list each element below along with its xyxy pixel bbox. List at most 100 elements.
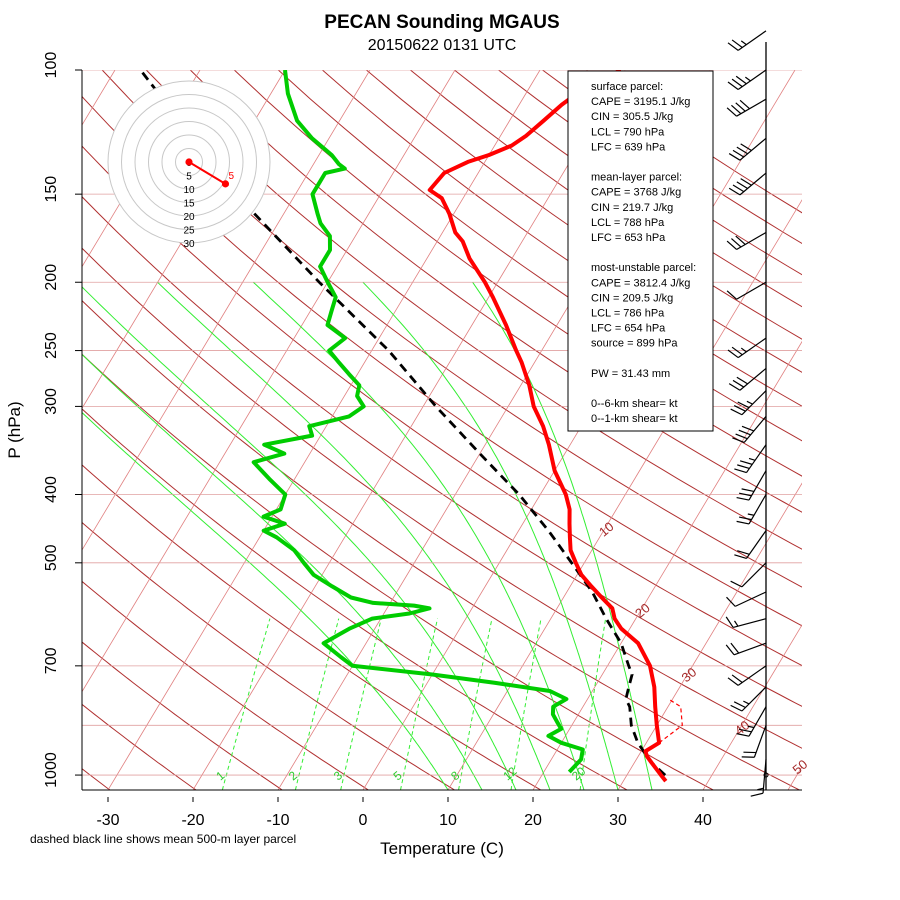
wind-barb-flag [732,437,745,444]
wind-barb [730,686,767,712]
info-line: mean-layer parcel: [591,172,682,184]
mixing-ratio-label: 1 [213,768,227,783]
wind-barb [734,444,767,474]
moist-adiabat [252,281,585,790]
footnote: dashed black line shows mean 500-m layer… [30,832,296,846]
isotherm [873,70,900,790]
wind-barb-flag [738,429,751,436]
wind-barb-flag [741,425,755,432]
y-tick-label: 700 [43,647,60,674]
dry-adiabat [82,196,802,707]
parcel-info-box: surface parcel: CAPE = 3195.1 J/kg CIN = 3… [567,70,714,432]
wind-barb [726,591,767,607]
dry-adiabat [82,703,197,790]
dry-adiabat [233,70,802,477]
moist-adiabat [82,411,449,790]
dry-adiabat [82,247,802,749]
wind-barb-flag [736,496,750,501]
dry-adiabat [82,641,283,790]
wind-barbs [725,30,769,797]
wind-barb-flag [735,102,746,112]
mixing-ratio-line [340,618,382,790]
wind-barb [750,759,767,797]
wind-barb-shaft [753,725,767,758]
y-tick-label: 500 [43,544,60,571]
y-tick-label: 400 [43,476,60,503]
wind-barb-flag [728,153,741,161]
hodograph-point [221,180,230,188]
y-tick-label: 250 [43,332,60,359]
wind-barb-half-flag [747,513,755,516]
hodograph-ring-label: 15 [183,199,195,210]
wind-barb [727,665,767,686]
wind-barb-flag [731,238,742,248]
wind-barb-flag [736,181,748,189]
wind-barb-flag [736,376,748,385]
mixing-ratio-label: 2 [286,768,300,783]
isotherm [82,70,371,551]
wind-barb-half-flag [740,40,747,46]
wind-barb-flag [731,674,743,683]
hodograph-ring-label: 5 [186,172,192,183]
hodograph-ring-label: 20 [183,212,195,223]
isotherm [787,765,802,790]
mixing-ratio-line [579,618,607,790]
temperature-line [427,70,668,783]
dry-adiabat [101,70,802,588]
wind-barb-flag [731,78,743,88]
wind-barb-shaft [746,444,767,473]
wind-barb-flag [731,39,743,48]
x-tick-label: 20 [524,812,542,829]
info-line: 0--6-km shear= kt [591,398,678,410]
wind-barb-flag [725,644,735,656]
wind-barb-flag [727,677,739,686]
wind-barb-shaft [737,69,767,90]
wind-barb-shaft [739,137,767,161]
hodograph-ring [148,121,230,203]
wind-barb-flag [738,728,752,733]
hodograph-ring [161,134,217,190]
wind-barb [741,725,767,758]
wind-barb-shaft [736,98,767,117]
wind-barb-shaft [748,470,767,501]
isotherm [532,340,802,790]
hodograph-ring-label: 10 [183,185,195,196]
wind-barb-flag [731,346,743,356]
info-line: 0--1-km shear= kt [591,413,678,425]
wind-barb-flag [726,290,737,300]
wind-barb-flag [734,554,747,559]
wind-barb-half-flag [734,620,739,627]
hodograph: 0510152025305 [107,80,271,250]
wind-barb-flag [730,580,743,588]
wind-barb [726,281,767,300]
hodograph-ring [121,94,257,230]
wind-barb-shaft [737,30,767,51]
wind-barb [734,530,767,559]
x-tick-label: -30 [96,812,119,829]
y-axis-label: P (hPa) [5,401,24,458]
wind-barb-calm [763,772,769,778]
y-tick-label: 1000 [43,752,60,788]
wind-barb-flag [728,187,741,196]
dry-adiabat [82,145,802,667]
info-line: source = 899 hPa [591,338,678,350]
dry-adiabat [82,521,455,790]
wind-barb-flag [734,468,747,474]
info-line: CAPE = 3768 J/kg [591,187,681,199]
wind-barb [736,706,767,737]
dry-adiabat [82,464,542,790]
isotherm-label: 50 [790,757,811,778]
wind-barb-shaft [748,706,767,737]
mixing-ratio-line [221,618,271,790]
wind-barb-flag [736,520,750,525]
wind-barb [728,137,767,161]
wind-barb-flag [737,464,750,470]
info-box-frame [567,70,714,432]
wind-barb-flag [739,99,750,110]
wind-barb-half-flag [743,700,750,705]
mixing-ratio-line [458,618,493,790]
wind-barb-flag [727,42,739,51]
wind-barb-shaft [739,172,767,196]
y-tick-label: 100 [43,52,60,79]
